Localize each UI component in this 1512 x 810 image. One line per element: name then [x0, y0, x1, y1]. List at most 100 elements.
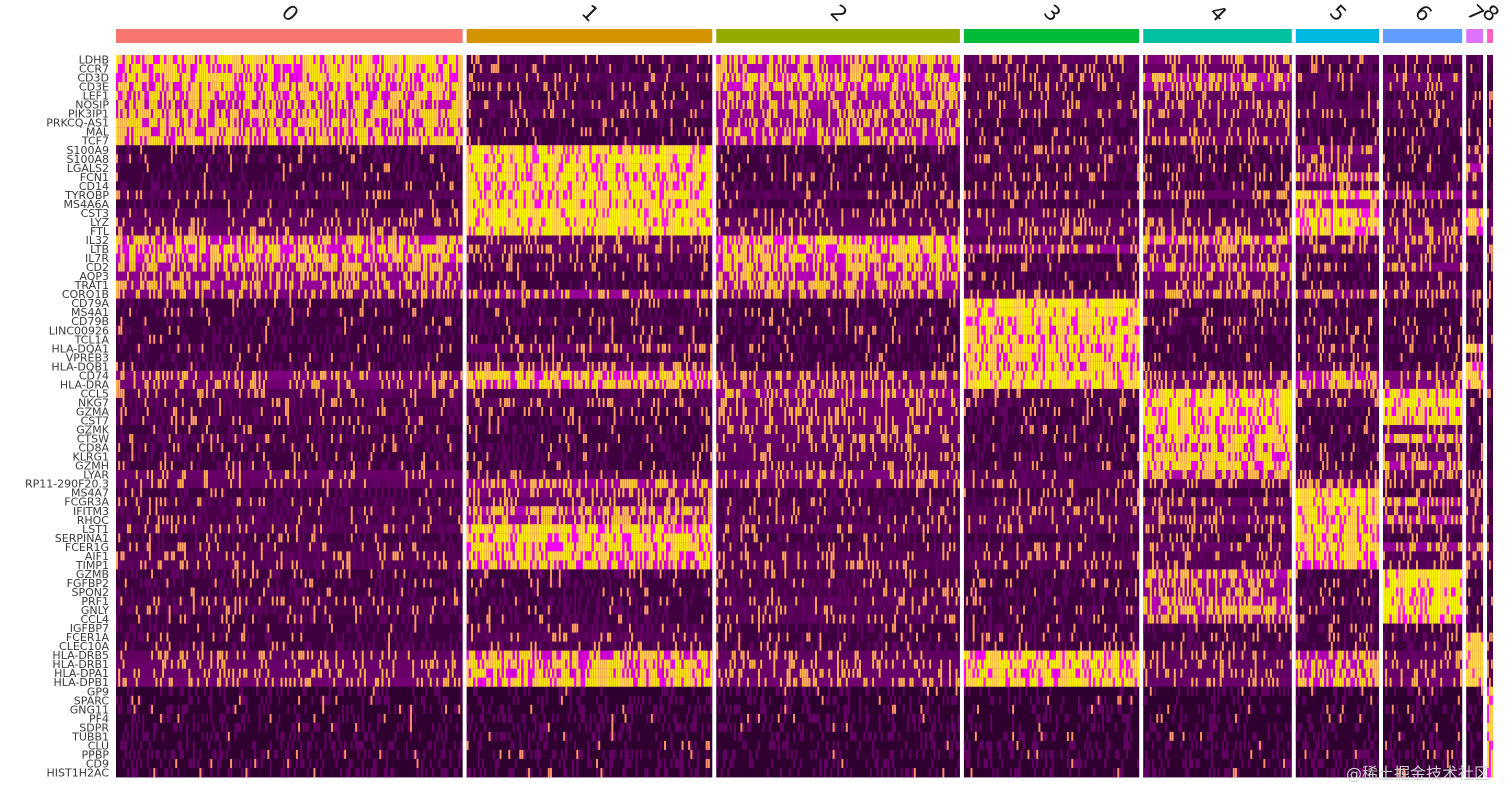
heatmap-cell-highlights [466, 253, 706, 263]
heatmap-cell-stripes [1476, 506, 1479, 516]
heatmap-cell-highlights [1478, 136, 1481, 146]
heatmap-row-CD9 [116, 758, 1493, 769]
heatmap-cell-highlights [471, 623, 680, 634]
heatmap-cell-stripes [1487, 154, 1489, 164]
heatmap-cell-highlights [1382, 253, 1454, 263]
heatmap-cell [1466, 542, 1484, 552]
heatmap-cell-stripes [1143, 271, 1281, 282]
heatmap-cell-highlights [720, 154, 912, 164]
heatmap-row-TUBB1 [116, 731, 1493, 742]
heatmap-cell-stripes [466, 704, 713, 715]
cluster-bar-5 [1295, 29, 1379, 43]
heatmap-cell-highlights [1468, 208, 1483, 218]
gene-label: LTB [90, 243, 109, 256]
heatmap-cell [1295, 596, 1379, 606]
heatmap-cell-highlights [963, 73, 1113, 83]
heatmap-cell-highlights [1489, 560, 1491, 570]
heatmap-cell-stripes [1154, 91, 1292, 101]
heatmap-cell [1143, 298, 1292, 309]
heatmap-cell-stripes [1385, 686, 1443, 697]
heatmap-cell [1466, 145, 1484, 155]
heatmap-cell [1466, 262, 1484, 273]
heatmap-cell-stripes [140, 578, 456, 588]
heatmap-cell-stripes [970, 722, 1131, 733]
heatmap-row-LGALS2 [116, 163, 1493, 173]
heatmap-cell-highlights [1480, 596, 1483, 606]
heatmap-cell [1466, 479, 1484, 489]
heatmap-cell-highlights [716, 136, 956, 146]
gene-label: IL32 [86, 234, 109, 247]
heatmap-cell [1466, 307, 1484, 318]
heatmap-cell [716, 560, 960, 570]
heatmap-cell-stripes [484, 154, 702, 164]
heatmap-cell [1295, 731, 1379, 742]
heatmap-cell-stripes [471, 425, 713, 435]
heatmap-cell [1487, 316, 1493, 327]
heatmap-cell [1466, 749, 1484, 760]
gene-label: TYROBP [64, 189, 109, 202]
heatmap-cell [116, 488, 463, 498]
heatmap-cell-highlights [1295, 524, 1377, 534]
heatmap-cell-stripes [1295, 542, 1368, 552]
heatmap-cell-highlights [757, 605, 938, 615]
heatmap-cell-highlights [116, 280, 456, 291]
heatmap-cell-stripes [1297, 361, 1338, 372]
heatmap-cell [1466, 506, 1484, 516]
heatmap-cell-stripes [477, 659, 710, 670]
heatmap-cell-highlights [1402, 325, 1451, 336]
heatmap-cell-highlights [1382, 452, 1460, 462]
heatmap-cell [1487, 397, 1493, 408]
heatmap-cell-stripes [1402, 416, 1449, 426]
heatmap-cell-stripes [1145, 118, 1283, 128]
heatmap-row-HLA-DPA1 [116, 668, 1493, 679]
heatmap-cell [1487, 425, 1493, 435]
heatmap-cell [1466, 64, 1484, 74]
gene-label: IFITM3 [73, 505, 109, 518]
heatmap-cell-highlights [1165, 280, 1290, 291]
heatmap-cell-highlights [988, 100, 1133, 110]
gene-label: TUBB1 [71, 730, 109, 743]
heatmap-cell-stripes [1306, 118, 1331, 128]
heatmap-cell-highlights [1427, 749, 1454, 760]
heatmap-cell-highlights [1300, 370, 1377, 381]
heatmap-cell-highlights [1295, 488, 1379, 498]
heatmap-cell-highlights [1385, 488, 1432, 498]
heatmap-cell [116, 434, 463, 444]
heatmap-cell-stripes [133, 479, 463, 489]
heatmap-cell [1143, 650, 1292, 661]
heatmap-cell-stripes [1468, 235, 1471, 245]
heatmap-cell-stripes [1382, 244, 1412, 254]
gene-label: GP9 [87, 685, 109, 698]
heatmap-cell-highlights [1468, 470, 1481, 480]
heatmap-cell [1487, 578, 1493, 588]
heatmap-cell-stripes [1487, 767, 1491, 778]
heatmap-cell-stripes [1398, 217, 1460, 227]
heatmap-cell-highlights [974, 154, 1113, 164]
heatmap-cell-highlights [484, 262, 708, 273]
heatmap-cell-highlights [716, 650, 923, 661]
heatmap-cell-stripes [1147, 298, 1268, 309]
heatmap-cell [1466, 379, 1484, 390]
heatmap-cell-stripes [722, 668, 954, 679]
heatmap-cell-stripes [466, 479, 699, 489]
heatmap-cell-highlights [116, 64, 463, 74]
heatmap-cell-highlights [972, 470, 1133, 480]
heatmap-row-CLU [116, 740, 1493, 751]
heatmap-cell-highlights [1171, 64, 1292, 74]
heatmap-cell [466, 497, 713, 507]
heatmap-cell [1382, 109, 1463, 119]
heatmap-cell-highlights [565, 686, 568, 697]
heatmap-cell [963, 109, 1140, 119]
heatmap-cell-stripes [471, 307, 697, 318]
heatmap-cell [116, 641, 463, 652]
heatmap-cell-stripes [1470, 569, 1483, 579]
heatmap-cell-stripes [466, 587, 708, 597]
heatmap-cell [1487, 370, 1493, 381]
heatmap-cell-highlights [126, 271, 461, 282]
gene-label: GNG11 [70, 703, 109, 716]
heatmap-cell-stripes [1487, 91, 1489, 101]
heatmap-cell-highlights [1382, 605, 1462, 615]
heatmap-cell-stripes [1470, 731, 1481, 742]
heatmap-cell-highlights [1418, 361, 1456, 372]
gene-label: SPON2 [71, 586, 109, 599]
